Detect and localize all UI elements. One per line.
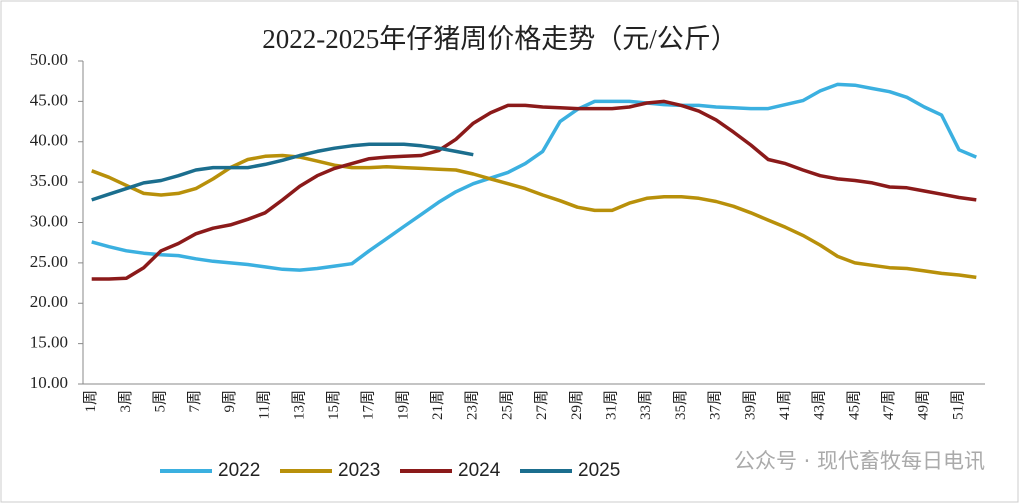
x-tick-label: 51周	[949, 390, 966, 420]
x-tick-label: 37周	[707, 390, 724, 420]
x-tick-label: 7周	[186, 390, 203, 413]
x-tick-label: 45周	[845, 390, 862, 420]
line-series	[91, 99, 977, 281]
x-tick-label: 19周	[394, 390, 411, 420]
x-tick-label: 49周	[915, 390, 932, 420]
x-tick-label: 13周	[290, 390, 307, 420]
x-tick-label: 23周	[464, 390, 481, 420]
y-tick-label: 40.00	[30, 131, 68, 150]
y-tick-label: 25.00	[30, 252, 68, 271]
x-tick-label: 1周	[82, 390, 99, 413]
legend-label: 2024	[458, 460, 501, 481]
x-tick-label: 15周	[325, 390, 342, 420]
legend-label: 2023	[338, 460, 380, 481]
legend-label: 2025	[578, 460, 620, 481]
x-tick-label: 35周	[672, 390, 689, 420]
x-tick-label: 25周	[498, 390, 515, 420]
x-tick-label: 21周	[429, 390, 446, 420]
x-tick-label: 39周	[741, 390, 758, 420]
y-tick-label: 45.00	[30, 90, 68, 109]
x-tick-label: 3周	[117, 390, 134, 413]
line-series	[91, 82, 977, 272]
x-tick-label: 9周	[221, 390, 238, 413]
x-tick-label: 43周	[811, 390, 828, 420]
x-tick-label: 11周	[256, 390, 273, 419]
x-tick-label: 33周	[637, 390, 654, 420]
x-tick-label: 47周	[880, 390, 897, 420]
y-tick-label: 50.00	[30, 50, 68, 69]
y-tick-label: 10.00	[30, 373, 68, 392]
x-tick-label: 31周	[602, 390, 619, 420]
y-tick-label: 35.00	[30, 171, 68, 190]
legend-label: 2022	[218, 460, 260, 481]
chart-title: 2022-2025年仔猪周价格走势（元/公斤）	[262, 24, 738, 54]
y-tick-label: 30.00	[30, 211, 68, 230]
x-tick-label: 29周	[568, 390, 585, 420]
x-tick-label: 27周	[533, 390, 550, 420]
line-series	[91, 153, 977, 280]
y-tick-label: 15.00	[30, 333, 68, 352]
watermark: 公众号 · 现代畜牧每日电讯	[734, 449, 985, 473]
x-tick-label: 17周	[360, 390, 377, 420]
line-series	[91, 142, 474, 202]
y-tick-label: 20.00	[30, 292, 68, 311]
x-tick-label: 5周	[151, 390, 168, 413]
x-tick-label: 41周	[776, 390, 793, 420]
